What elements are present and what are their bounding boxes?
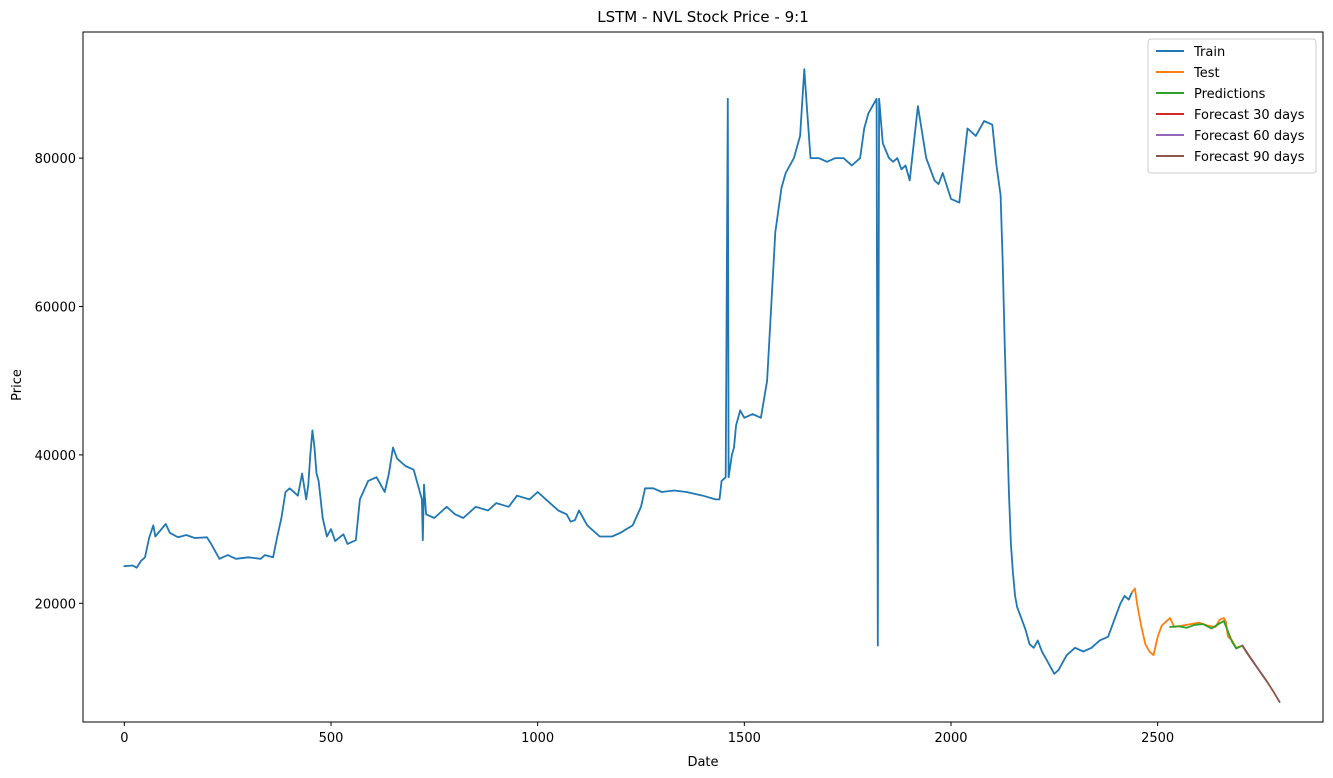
x-axis-label: Date xyxy=(687,755,718,770)
legend-label-predictions: Predictions xyxy=(1194,87,1266,102)
y-axis-label: Price xyxy=(10,369,25,401)
series-line-predictions xyxy=(1169,620,1244,650)
y-tick-label: 20000 xyxy=(35,597,76,612)
chart-title: LSTM - NVL Stock Price - 9:1 xyxy=(597,8,809,26)
legend-label-forecast-30-days: Forecast 30 days xyxy=(1194,108,1305,123)
series-line-forecast-90-days xyxy=(1241,644,1281,703)
legend-label-test: Test xyxy=(1193,66,1220,81)
x-tick-label: 2000 xyxy=(934,731,967,746)
axes-frame xyxy=(82,31,1324,723)
legend: Train Test Predictions Forecast 30 days Fore… xyxy=(1147,38,1317,174)
x-tick-label: 2500 xyxy=(1141,731,1174,746)
x-tick-label: 1000 xyxy=(521,731,554,746)
y-tick-label: 80000 xyxy=(35,152,76,167)
y-tick-label: 60000 xyxy=(35,301,76,316)
legend-label-forecast-60-days: Forecast 60 days xyxy=(1194,129,1305,144)
x-tick-label: 0 xyxy=(120,731,128,746)
x-tick-label: 500 xyxy=(319,731,344,746)
legend-label-train: Train xyxy=(1193,45,1225,60)
x-tick-label: 1500 xyxy=(728,731,761,746)
y-tick-label: 40000 xyxy=(35,449,76,464)
legend-box xyxy=(1147,38,1317,174)
series-line-train xyxy=(123,68,1133,675)
plot-area: 0 500 1000 1500 2000 2500 20000 40000 60000 80000 xyxy=(35,31,1324,746)
legend-label-forecast-90-days: Forecast 90 days xyxy=(1194,150,1305,165)
